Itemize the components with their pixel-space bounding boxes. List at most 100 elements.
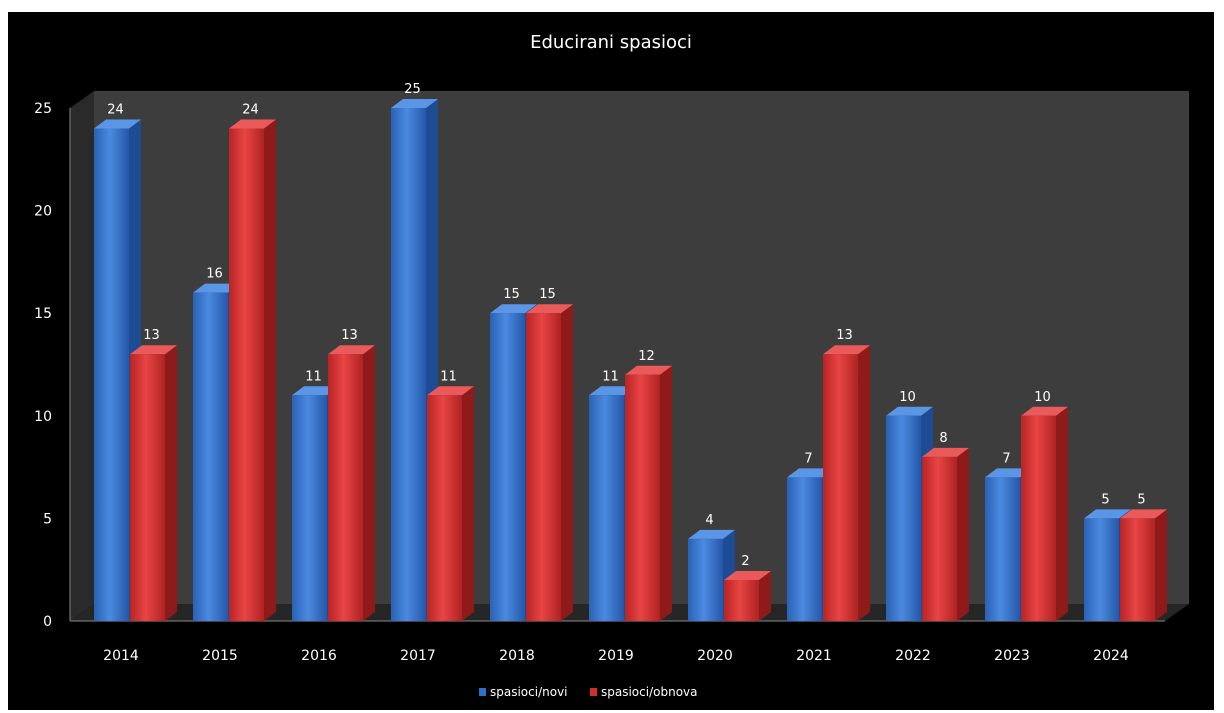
bar-front <box>1120 518 1155 621</box>
data-label-spasioci-obnova-2020: 2 <box>741 554 749 569</box>
bar-top <box>229 119 276 129</box>
bar-top <box>787 468 834 478</box>
legend: spasioci/novi spasioci/obnova <box>479 685 698 699</box>
bar-front <box>130 354 165 621</box>
bar-top <box>589 386 636 396</box>
legend-label-spasioci-novi: spasioci/novi <box>490 685 568 699</box>
bar-top <box>724 570 771 580</box>
bar-front <box>229 128 264 621</box>
bar-spasioci-obnova-2024 <box>1120 509 1167 621</box>
bar-top <box>526 304 573 314</box>
bar-top <box>130 345 177 355</box>
x-tick-label: 2014 <box>103 648 139 664</box>
bar-spasioci-obnova-2019 <box>625 365 672 621</box>
bar-top <box>922 447 969 457</box>
bar-side <box>561 304 573 621</box>
data-label-spasioci-obnova-2022: 8 <box>939 431 947 446</box>
bar-front <box>193 292 228 621</box>
bar-side <box>858 345 870 621</box>
data-label-spasioci-novi-2021: 7 <box>804 451 812 466</box>
legend-swatch-spasioci-novi <box>479 688 486 696</box>
x-axis-ticks: 2014 2015 2016 2017 2018 2019 2020 2021 2022 2023… <box>103 648 1129 664</box>
bar-spasioci-obnova-2020 <box>724 570 771 621</box>
data-label-spasioci-obnova-2019: 12 <box>638 349 655 364</box>
bar-front <box>427 395 462 621</box>
bar-top <box>1021 406 1068 416</box>
bar-spasioci-obnova-2014 <box>130 345 177 621</box>
data-label-spasioci-novi-2018: 15 <box>503 287 520 302</box>
bar-front <box>94 128 129 621</box>
bar-front <box>1021 415 1056 621</box>
data-label-spasioci-obnova-2015: 24 <box>242 103 259 118</box>
bar-spasioci-obnova-2017 <box>427 386 474 621</box>
bar-front <box>787 477 822 621</box>
bar-side <box>759 570 771 621</box>
bar-front <box>688 538 723 621</box>
bar-spasioci-obnova-2015 <box>229 119 276 622</box>
bar-top <box>328 345 375 355</box>
x-tick-label: 2021 <box>796 648 832 664</box>
bar-spasioci-obnova-2021 <box>823 345 870 621</box>
bar-side <box>1056 406 1068 621</box>
data-label-spasioci-obnova-2024: 5 <box>1137 492 1145 507</box>
bar-top <box>490 304 537 314</box>
bar-side <box>165 345 177 621</box>
data-label-spasioci-obnova-2016: 13 <box>341 328 358 343</box>
bar-front <box>391 108 426 621</box>
x-tick-label: 2016 <box>301 648 337 664</box>
bar-front <box>922 456 957 621</box>
bar-side <box>264 119 276 622</box>
bar-front <box>1084 518 1119 621</box>
y-tick-label: 25 <box>34 101 52 117</box>
x-tick-label: 2024 <box>1093 648 1129 664</box>
x-tick-label: 2015 <box>202 648 238 664</box>
data-label-spasioci-obnova-2017: 11 <box>440 369 457 384</box>
bar-top <box>1084 509 1131 519</box>
bar-front <box>625 374 660 621</box>
bar-top <box>427 386 474 396</box>
x-tick-label: 2017 <box>400 648 436 664</box>
bar-spasioci-obnova-2023 <box>1021 406 1068 621</box>
bar-spasioci-obnova-2016 <box>328 345 375 621</box>
x-tick-label: 2020 <box>697 648 733 664</box>
data-label-spasioci-novi-2017: 25 <box>404 82 421 97</box>
bar-top <box>688 529 735 539</box>
bar-top <box>391 99 438 108</box>
y-tick-label: 0 <box>43 614 52 630</box>
bar-top <box>1120 509 1167 519</box>
data-label-spasioci-novi-2022: 10 <box>899 390 916 405</box>
bar-front <box>328 354 363 621</box>
legend-item-spasioci-obnova[interactable]: spasioci/obnova <box>590 685 698 699</box>
y-tick-label: 20 <box>34 204 52 220</box>
y-axis-ticks: 0 5 10 15 20 25 <box>34 101 52 630</box>
data-label-spasioci-novi-2015: 16 <box>206 267 223 282</box>
bar-front <box>490 313 525 621</box>
bar-front <box>724 579 759 621</box>
bar-side <box>1155 509 1167 621</box>
chart-frame: Educirani spasioci 0 5 10 15 20 25 2014 2015 20… <box>8 12 1214 710</box>
legend-swatch-spasioci-obnova <box>590 688 597 696</box>
data-label-spasioci-novi-2020: 4 <box>705 513 713 528</box>
data-label-spasioci-novi-2016: 11 <box>305 369 322 384</box>
data-label-spasioci-novi-2023: 7 <box>1002 451 1010 466</box>
x-tick-label: 2023 <box>994 648 1030 664</box>
bar-top <box>886 406 933 416</box>
plot-side-wall <box>70 91 94 621</box>
legend-item-spasioci-novi[interactable]: spasioci/novi <box>479 685 568 699</box>
bar-side <box>462 386 474 621</box>
chart-title: Educirani spasioci <box>530 32 692 53</box>
x-tick-label: 2022 <box>895 648 931 664</box>
bar-side <box>957 447 969 621</box>
bar-top <box>292 386 339 396</box>
y-tick-label: 10 <box>34 409 52 425</box>
x-tick-label: 2019 <box>598 648 634 664</box>
bar-top <box>94 119 141 129</box>
bar-side <box>363 345 375 621</box>
y-tick-label: 15 <box>34 306 52 322</box>
bar-spasioci-obnova-2018 <box>526 304 573 621</box>
bar-top <box>193 283 240 293</box>
y-tick-label: 5 <box>43 511 52 527</box>
data-label-spasioci-obnova-2023: 10 <box>1034 390 1051 405</box>
bar-front <box>823 354 858 621</box>
